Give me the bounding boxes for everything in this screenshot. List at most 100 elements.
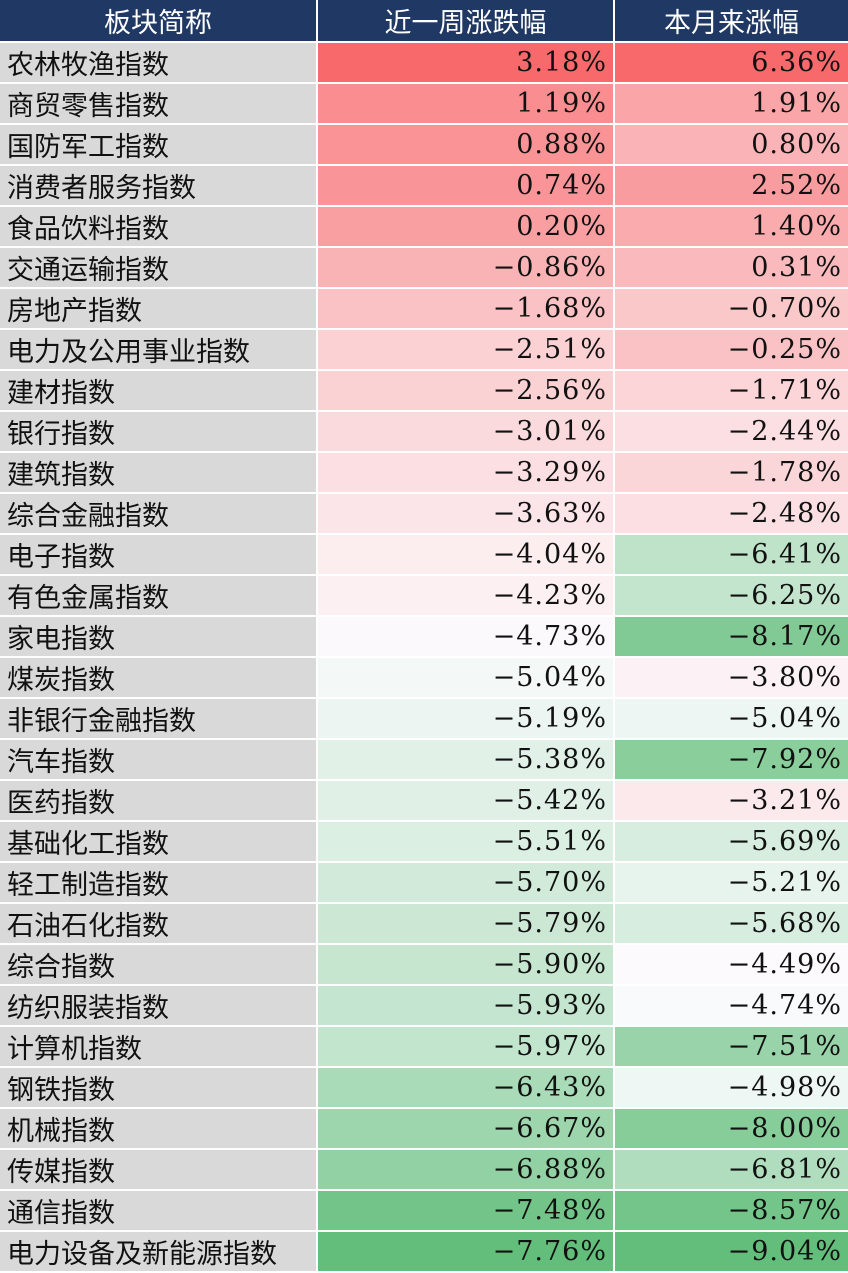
sector-name-cell: 食品饮料指数 [0,206,318,248]
week-change-cell: −5.90% [317,944,615,986]
month-change-cell: −0.25% [614,329,848,371]
week-change-cell: −6.67% [317,1108,615,1150]
week-change-cell: −4.23% [317,575,615,617]
week-change-cell: −5.70% [317,862,615,904]
week-change-cell: 3.18% [317,42,615,84]
month-change-cell: −8.17% [614,616,848,658]
month-change-cell: −4.98% [614,1067,848,1109]
sector-name-cell: 基础化工指数 [0,821,318,863]
table-row: 家电指数 −4.73% −8.17% [0,616,848,658]
week-change-cell: −5.04% [317,657,615,699]
week-change-cell: −3.63% [317,493,615,535]
table-row: 建筑指数 −3.29% −1.78% [0,452,848,494]
table-row: 综合金融指数 −3.63% −2.48% [0,493,848,535]
month-change-cell: −2.48% [614,493,848,535]
sector-name-cell: 综合指数 [0,944,318,986]
table-row: 有色金属指数 −4.23% −6.25% [0,575,848,617]
week-change-cell: −4.73% [317,616,615,658]
month-change-cell: −0.70% [614,288,848,330]
month-change-cell: −6.81% [614,1149,848,1191]
month-change-cell: −4.49% [614,944,848,986]
month-change-cell: −1.71% [614,370,848,412]
sector-name-cell: 传媒指数 [0,1149,318,1191]
sector-name-cell: 农林牧渔指数 [0,42,318,84]
week-change-cell: −6.43% [317,1067,615,1109]
table-row: 综合指数 −5.90% −4.49% [0,944,848,986]
sector-name-cell: 计算机指数 [0,1026,318,1068]
table-row: 煤炭指数 −5.04% −3.80% [0,657,848,699]
week-change-cell: −5.42% [317,780,615,822]
week-change-cell: −6.88% [317,1149,615,1191]
sector-name-cell: 钢铁指数 [0,1067,318,1109]
sector-name-cell: 房地产指数 [0,288,318,330]
table-row: 电子指数 −4.04% −6.41% [0,534,848,576]
sector-name-cell: 医药指数 [0,780,318,822]
week-change-cell: −5.79% [317,903,615,945]
table-row: 传媒指数 −6.88% −6.81% [0,1149,848,1191]
week-change-cell: −3.29% [317,452,615,494]
month-change-cell: −5.21% [614,862,848,904]
month-change-cell: −8.00% [614,1108,848,1150]
week-change-cell: −7.76% [317,1231,615,1273]
month-change-cell: 2.52% [614,165,848,207]
month-change-cell: −5.69% [614,821,848,863]
sector-name-cell: 家电指数 [0,616,318,658]
table-row: 国防军工指数 0.88% 0.80% [0,124,848,166]
table-row: 汽车指数 −5.38% −7.92% [0,739,848,781]
sector-name-cell: 通信指数 [0,1190,318,1232]
sector-name-cell: 国防军工指数 [0,124,318,166]
sector-name-cell: 非银行金融指数 [0,698,318,740]
month-change-cell: −6.41% [614,534,848,576]
month-change-cell: −7.51% [614,1026,848,1068]
sector-name-cell: 机械指数 [0,1108,318,1150]
table-row: 石油石化指数 −5.79% −5.68% [0,903,848,945]
sector-name-cell: 商贸零售指数 [0,83,318,125]
table-row: 通信指数 −7.48% −8.57% [0,1190,848,1232]
table-row: 消费者服务指数 0.74% 2.52% [0,165,848,207]
week-change-cell: −7.48% [317,1190,615,1232]
sector-name-cell: 纺织服装指数 [0,985,318,1027]
week-change-cell: −2.56% [317,370,615,412]
sector-name-cell: 有色金属指数 [0,575,318,617]
table-row: 建材指数 −2.56% −1.71% [0,370,848,412]
table-row: 电力设备及新能源指数 −7.76% −9.04% [0,1231,848,1273]
table-row: 食品饮料指数 0.20% 1.40% [0,206,848,248]
table-row: 计算机指数 −5.97% −7.51% [0,1026,848,1068]
header-row: 板块简称 近一周涨跌幅 本月来涨幅 [0,0,848,43]
month-change-cell: −5.04% [614,698,848,740]
month-change-cell: 0.80% [614,124,848,166]
table-row: 商贸零售指数 1.19% 1.91% [0,83,848,125]
column-header-sector: 板块简称 [0,0,318,43]
sector-name-cell: 银行指数 [0,411,318,453]
week-change-cell: −1.68% [317,288,615,330]
month-change-cell: 6.36% [614,42,848,84]
week-change-cell: −5.19% [317,698,615,740]
sector-name-cell: 建材指数 [0,370,318,412]
table-row: 纺织服装指数 −5.93% −4.74% [0,985,848,1027]
month-change-cell: 1.40% [614,206,848,248]
column-header-week-change: 近一周涨跌幅 [317,0,615,43]
week-change-cell: −3.01% [317,411,615,453]
table-row: 电力及公用事业指数 −2.51% −0.25% [0,329,848,371]
month-change-cell: −6.25% [614,575,848,617]
sector-name-cell: 电力及公用事业指数 [0,329,318,371]
month-change-cell: 0.31% [614,247,848,289]
sector-name-cell: 消费者服务指数 [0,165,318,207]
table-body: 农林牧渔指数 3.18% 6.36% 商贸零售指数 1.19% 1.91% 国防军工指数 0.… [0,42,848,1273]
week-change-cell: −5.93% [317,985,615,1027]
sector-name-cell: 汽车指数 [0,739,318,781]
week-change-cell: −2.51% [317,329,615,371]
month-change-cell: −8.57% [614,1190,848,1232]
month-change-cell: −3.21% [614,780,848,822]
table-row: 轻工制造指数 −5.70% −5.21% [0,862,848,904]
table-row: 交通运输指数 −0.86% 0.31% [0,247,848,289]
month-change-cell: −4.74% [614,985,848,1027]
table-row: 机械指数 −6.67% −8.00% [0,1108,848,1150]
week-change-cell: −5.97% [317,1026,615,1068]
sector-name-cell: 石油石化指数 [0,903,318,945]
sector-name-cell: 电力设备及新能源指数 [0,1231,318,1273]
table-row: 非银行金融指数 −5.19% −5.04% [0,698,848,740]
table-row: 医药指数 −5.42% −3.21% [0,780,848,822]
